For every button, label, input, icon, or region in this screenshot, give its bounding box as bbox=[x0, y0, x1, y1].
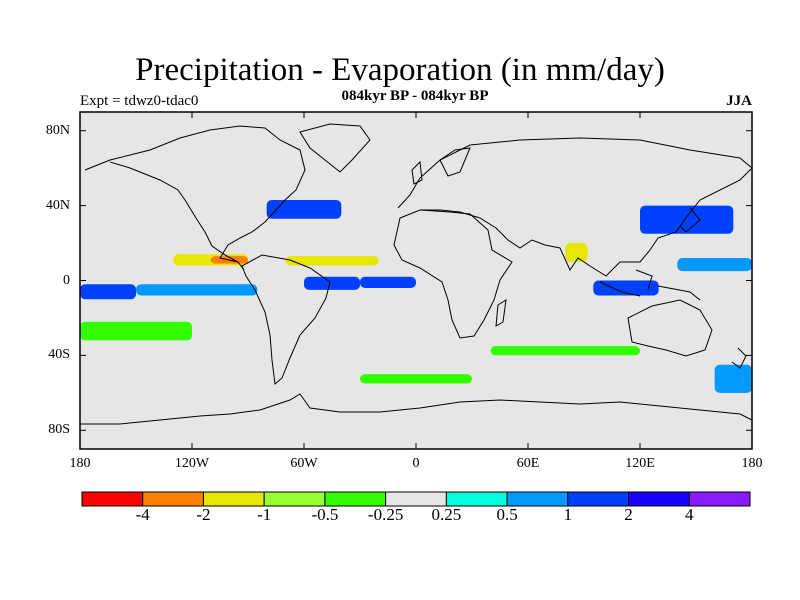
colorbar-swatch bbox=[567, 491, 630, 507]
contour-region-0 bbox=[80, 284, 136, 300]
colorbar-label: -0.25 bbox=[367, 505, 404, 524]
colorbar-swatch bbox=[202, 491, 265, 507]
contour-region-9 bbox=[593, 280, 659, 296]
coastline-scandinavia bbox=[439, 147, 471, 177]
lon-label: 120E bbox=[625, 456, 655, 471]
contour-region-1 bbox=[136, 284, 258, 296]
lon-label: 0 bbox=[412, 456, 420, 471]
contour-region-4 bbox=[285, 256, 379, 266]
colorbar-label: 0.25 bbox=[431, 505, 462, 524]
contour-region-15 bbox=[714, 364, 752, 393]
lat-label: 40S bbox=[48, 347, 70, 363]
contour-region-10 bbox=[640, 205, 734, 234]
coastline-south-america bbox=[241, 254, 331, 385]
coastline-antarctica bbox=[80, 393, 753, 425]
map-ticks bbox=[79, 112, 753, 449]
lat-label: 0 bbox=[63, 272, 70, 288]
coastline-japan bbox=[679, 207, 701, 233]
colorbar-label: -0.5 bbox=[311, 505, 339, 524]
coastline-north-america bbox=[84, 125, 306, 271]
lat-label: 80N bbox=[45, 122, 70, 138]
colorbar-label: -1 bbox=[257, 505, 272, 524]
colorbar-label: 1 bbox=[563, 505, 573, 524]
colorbar bbox=[81, 491, 751, 507]
lon-label: 60W bbox=[290, 456, 318, 471]
contour-region-8 bbox=[565, 243, 588, 262]
colorbar-swatch bbox=[385, 491, 447, 507]
contour-region-13 bbox=[360, 374, 472, 384]
lon-label: 60E bbox=[516, 456, 540, 471]
colorbar-label: -4 bbox=[135, 505, 150, 524]
contour-region-12 bbox=[80, 321, 192, 341]
coastline-africa bbox=[393, 209, 513, 339]
coastlines bbox=[80, 123, 753, 425]
coastline-new-zealand bbox=[731, 347, 747, 369]
colorbar-label: 0.5 bbox=[496, 505, 518, 524]
lon-label: 120W bbox=[174, 456, 210, 471]
colorbar-label: -2 bbox=[196, 505, 211, 524]
colorbar-swatch bbox=[324, 491, 387, 507]
season-label: JJA bbox=[726, 93, 752, 109]
colorbar-label: 4 bbox=[685, 505, 694, 524]
coastline-australia bbox=[627, 299, 713, 357]
contour-region-5 bbox=[304, 276, 360, 290]
experiment-label: Expt = tdwz0-tdac0 bbox=[80, 93, 199, 109]
colorbar-swatch bbox=[81, 491, 144, 507]
colorbar-swatch bbox=[263, 491, 326, 507]
coastline-uk bbox=[411, 160, 423, 185]
contour-fill-layer bbox=[80, 199, 752, 393]
colorbar-swatch bbox=[688, 491, 751, 507]
contour-region-7 bbox=[266, 199, 342, 219]
contour-region-11 bbox=[677, 258, 752, 272]
lon-label: 180 bbox=[741, 456, 763, 471]
colorbar-label: 2 bbox=[624, 505, 633, 524]
colorbar-swatch bbox=[142, 491, 204, 507]
lat-label: 40N bbox=[45, 197, 70, 213]
colorbar-swatch bbox=[506, 491, 569, 507]
coastline-madagascar bbox=[495, 299, 507, 327]
lon-label: 180 bbox=[69, 456, 91, 471]
plot-subtitle: 084kyr BP - 084kyr BP bbox=[341, 88, 489, 104]
coastline-eurasia bbox=[397, 137, 753, 277]
lat-label: 80S bbox=[48, 422, 70, 438]
coastline-greenland bbox=[299, 123, 371, 173]
contour-region-6 bbox=[360, 276, 416, 288]
colorbar-swatch bbox=[445, 491, 508, 507]
coastline-indonesia bbox=[599, 269, 701, 301]
plot-title: Precipitation - Evaporation (in mm/day) bbox=[135, 52, 665, 88]
colorbar-swatch bbox=[628, 491, 690, 507]
contour-region-14 bbox=[490, 346, 640, 356]
